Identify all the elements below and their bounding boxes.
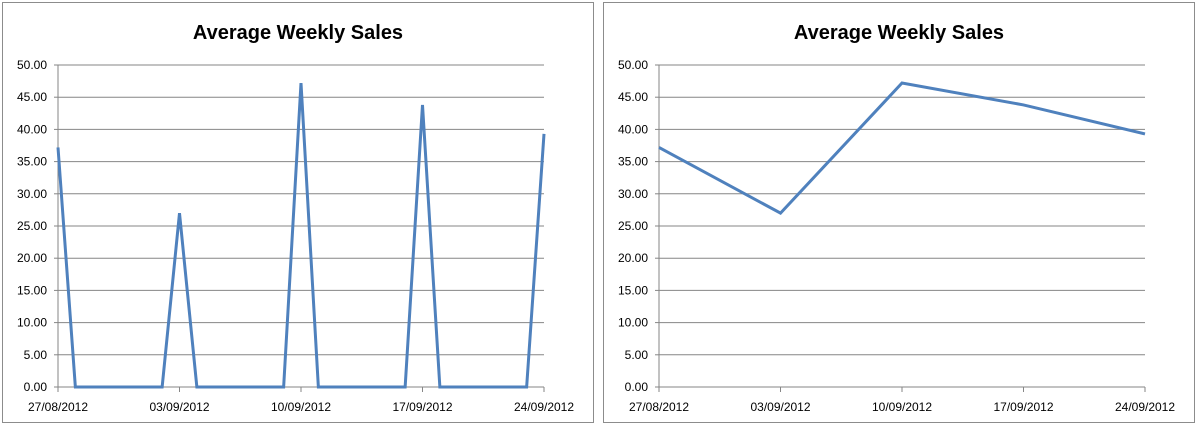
x-tick-label: 10/09/2012: [271, 400, 331, 414]
series: [658, 81, 1146, 215]
y-tick-label: 45.00: [17, 90, 47, 104]
y-tick-label: 50.00: [618, 58, 648, 72]
y-tick-label: 30.00: [618, 187, 648, 201]
chart-panel-right: Average Weekly Sales 0.00 5.00 10.00 15.00 2…: [603, 2, 1195, 423]
y-tick-label: 45.00: [618, 90, 648, 104]
x-tick-label: 03/09/2012: [149, 400, 209, 414]
axes: [655, 64, 1146, 392]
y-tick-label: 20.00: [618, 251, 648, 265]
x-tick-label: 17/09/2012: [392, 400, 452, 414]
y-tick-label: 30.00: [17, 187, 47, 201]
series-line: [658, 81, 1146, 215]
gridlines: [659, 64, 1145, 356]
x-tick-label: 27/08/2012: [629, 400, 689, 414]
x-tick-label: 27/08/2012: [28, 400, 88, 414]
series: [56, 82, 546, 389]
x-tick-label: 17/09/2012: [993, 400, 1053, 414]
x-tick-label: 03/09/2012: [750, 400, 810, 414]
chart-title: Average Weekly Sales: [193, 22, 403, 44]
tick-labels: 0.00 5.00 10.00 15.00 20.00 25.00 30.00 35.00 40…: [618, 58, 1175, 414]
y-tick-label: 0.00: [625, 380, 649, 394]
chart-panel-left: Average Weekly Sales 0.00 5.00 10.00 15.00 2…: [2, 2, 594, 423]
x-tick-label: 24/09/2012: [514, 400, 574, 414]
y-tick-label: 40.00: [17, 122, 47, 136]
y-tick-label: 35.00: [618, 155, 648, 169]
series-line: [56, 82, 546, 389]
y-tick-label: 20.00: [17, 251, 47, 265]
y-tick-label: 0.00: [24, 380, 48, 394]
x-tick-label: 24/09/2012: [1115, 400, 1175, 414]
y-tick-label: 50.00: [17, 58, 47, 72]
y-tick-label: 5.00: [625, 348, 649, 362]
line-chart-left: Average Weekly Sales 0.00 5.00 10.00 15.00 2…: [17, 22, 574, 414]
x-tick-label: 10/09/2012: [872, 400, 932, 414]
tick-labels: 0.00 5.00 10.00 15.00 20.00 25.00 30.00 35.00 40…: [17, 58, 574, 414]
y-tick-label: 10.00: [618, 316, 648, 330]
y-tick-label: 35.00: [17, 155, 47, 169]
line-chart-right: Average Weekly Sales 0.00 5.00 10.00 15.00 2…: [618, 22, 1175, 414]
y-tick-label: 40.00: [618, 122, 648, 136]
y-tick-label: 10.00: [17, 316, 47, 330]
y-tick-label: 5.00: [24, 348, 48, 362]
y-tick-label: 25.00: [17, 219, 47, 233]
y-tick-label: 25.00: [618, 219, 648, 233]
y-tick-label: 15.00: [618, 283, 648, 297]
y-tick-label: 15.00: [17, 283, 47, 297]
chart-title: Average Weekly Sales: [794, 22, 1004, 44]
